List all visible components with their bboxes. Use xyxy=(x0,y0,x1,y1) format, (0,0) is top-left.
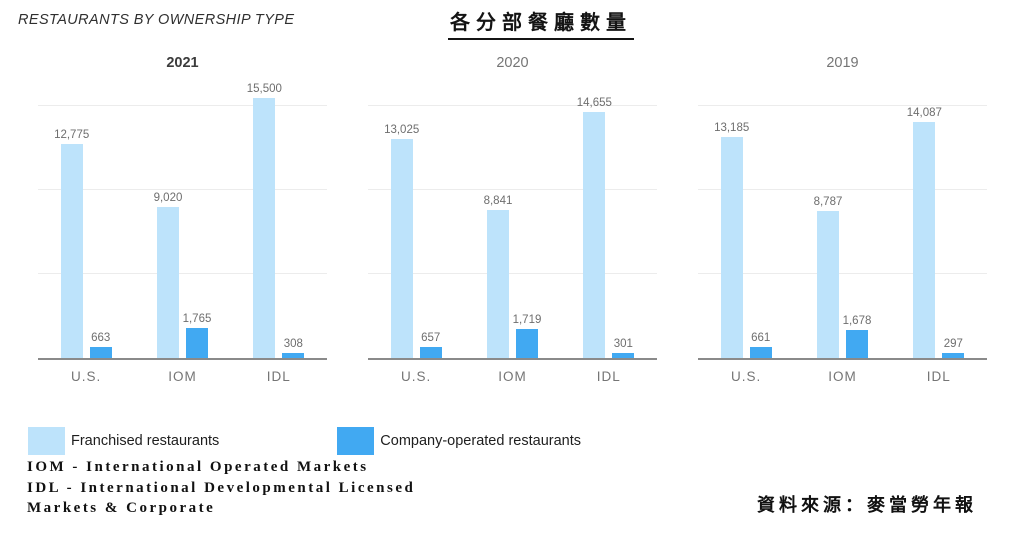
bar-value-label: 1,765 xyxy=(182,313,212,326)
franchised-bar: 13,185 xyxy=(714,122,749,358)
gridline xyxy=(698,189,987,191)
bar-group: 15,500 308 xyxy=(247,83,305,358)
category-label: U.S. xyxy=(401,369,432,384)
year-label: 2020 xyxy=(496,55,529,71)
bar-groups: 13,025 657 8,841 1,719 14,655 301 xyxy=(368,88,657,358)
footnotes: IOM - International Operated Markets IDL… xyxy=(27,457,415,519)
bar-groups: 12,775 663 9,020 1,765 15,500 308 xyxy=(38,83,327,358)
franchised-bar: 13,025 xyxy=(384,124,419,358)
bar-group: 13,025 657 xyxy=(384,124,442,358)
franchised-bar: 14,087 xyxy=(907,107,942,358)
company-operated-bar: 1,719 xyxy=(513,314,541,358)
chart-panel-2021: 2021 12,775 663 9,020 1,765 15,500 308 U.S. IO… xyxy=(38,55,327,384)
category-label: IDL xyxy=(926,369,951,384)
franchised-bar: 12,775 xyxy=(54,129,89,358)
company-operated-bar: 657 xyxy=(419,332,442,358)
plot-area: 13,025 657 8,841 1,719 14,655 301 xyxy=(368,88,657,360)
bar-value-label: 12,775 xyxy=(54,128,90,141)
category-label: U.S. xyxy=(71,369,102,384)
company-operated-bar: 308 xyxy=(282,338,305,358)
footnote-iom: IOM - International Operated Markets xyxy=(27,459,369,475)
legend-label-franchised: Franchised restaurants xyxy=(71,433,220,449)
company-operated-bar: 1,765 xyxy=(183,313,211,358)
year-label: 2021 xyxy=(166,55,199,71)
category-label: IOM xyxy=(828,369,857,384)
gridline xyxy=(698,273,987,274)
franchised-bar: 15,500 xyxy=(247,83,282,358)
category-label: IOM xyxy=(498,369,527,384)
company-operated-bar: 661 xyxy=(749,332,772,358)
chart-panel-2019: 2019 13,185 661 8,787 1,678 14,087 297 U.S. IO… xyxy=(698,55,987,384)
legend-item-company: Company-operated restaurants xyxy=(337,427,581,455)
gridline xyxy=(368,273,657,274)
bar-value-label: 8,787 xyxy=(813,195,843,208)
bar-value-label: 13,025 xyxy=(384,124,420,137)
bar-group: 14,655 301 xyxy=(577,97,635,358)
bar-value-label: 1,719 xyxy=(512,314,542,327)
gridline xyxy=(38,189,327,191)
bar-value-label: 301 xyxy=(613,337,633,350)
category-label: IDL xyxy=(266,369,291,384)
footnote-idl: IDL - International Developmental Licens… xyxy=(27,479,416,496)
bar-value-label: 15,500 xyxy=(246,82,282,95)
bar-value-label: 663 xyxy=(91,331,111,344)
company-swatch xyxy=(337,427,375,455)
bar-group: 13,185 661 xyxy=(714,122,772,358)
page-title-chinese: 各分部餐廳數量 xyxy=(448,6,634,40)
franchised-swatch xyxy=(28,427,65,455)
franchised-bar: 8,787 xyxy=(814,196,842,358)
company-operated-bar: 1,678 xyxy=(843,315,871,358)
company-operated-bar: 663 xyxy=(89,332,112,358)
gridline xyxy=(698,105,987,107)
gridline xyxy=(38,105,327,107)
bar-group: 9,020 1,765 xyxy=(154,192,211,358)
year-label: 2019 xyxy=(826,55,859,71)
legend: Franchised restaurants Company-operated … xyxy=(28,427,581,455)
category-label: IDL xyxy=(596,369,621,384)
category-label: IOM xyxy=(168,369,197,384)
bar-value-label: 14,655 xyxy=(576,96,612,109)
bar-value-label: 308 xyxy=(283,337,303,350)
bar-value-label: 9,020 xyxy=(153,191,183,204)
company-operated-bar: 297 xyxy=(942,338,965,358)
bar-value-label: 297 xyxy=(943,338,963,350)
bar-group: 12,775 663 xyxy=(54,129,112,358)
plot-area: 13,185 661 8,787 1,678 14,087 297 xyxy=(698,88,987,360)
bar-value-label: 8,841 xyxy=(483,194,513,207)
category-row: U.S. IOM IDL xyxy=(38,369,327,384)
category-row: U.S. IOM IDL xyxy=(368,369,657,384)
bar-value-label: 14,087 xyxy=(906,106,942,119)
bar-groups: 13,185 661 8,787 1,678 14,087 297 xyxy=(698,88,987,358)
bar-group: 8,841 1,719 xyxy=(484,195,541,358)
gridline xyxy=(368,105,657,107)
bar-value-label: 661 xyxy=(751,331,771,344)
plot-area: 12,775 663 9,020 1,765 15,500 308 xyxy=(38,83,327,360)
company-operated-bar: 301 xyxy=(612,338,635,358)
bar-value-label: 657 xyxy=(421,332,441,344)
bar-value-label: 13,185 xyxy=(714,121,750,134)
footnote-idl-continued: Markets & Corporate xyxy=(27,500,216,516)
chart-panel-2020: 2020 13,025 657 8,841 1,719 14,655 301 U.S. IO… xyxy=(368,55,657,384)
bar-group: 8,787 1,678 xyxy=(814,196,871,358)
legend-label-company: Company-operated restaurants xyxy=(380,433,581,449)
legend-item-franchised: Franchised restaurants xyxy=(28,427,219,455)
category-label: U.S. xyxy=(731,369,762,384)
category-row: U.S. IOM IDL xyxy=(698,369,987,384)
page-title-english: RESTAURANTS BY OWNERSHIP TYPE xyxy=(18,12,295,28)
franchised-bar: 14,655 xyxy=(577,97,612,358)
bar-value-label: 1,678 xyxy=(842,314,872,327)
source-note: 資料來源：麥當勞年報 xyxy=(757,495,977,515)
franchised-bar: 8,841 xyxy=(484,195,512,358)
bar-group: 14,087 297 xyxy=(907,107,965,358)
franchised-bar: 9,020 xyxy=(154,192,182,358)
gridline xyxy=(368,189,657,191)
gridline xyxy=(38,273,327,274)
